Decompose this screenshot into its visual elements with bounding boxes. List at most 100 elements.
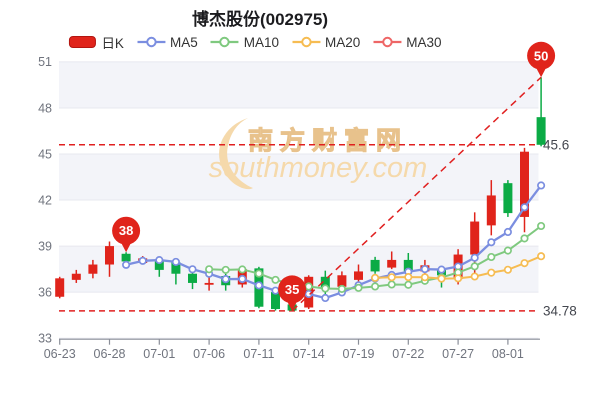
marker-balloon-38: 38 [112,216,141,253]
ma5-marker [122,260,131,269]
ma20-marker [437,274,446,283]
ma10-marker [221,265,230,274]
candle [387,251,397,270]
y-tick-label: 48 [38,101,52,115]
legend-item-ma30[interactable]: MA30 [373,34,442,50]
ma10-marker [371,282,380,291]
marker-label: 50 [534,48,548,63]
ma5-marker [437,265,446,274]
x-tick-label: 06-28 [94,347,126,361]
x-tick-label: 07-06 [193,347,225,361]
ma20-marker [487,268,496,277]
candle [71,269,81,283]
chart-legend: 日K MA5 MA10 MA20 MA30 [68,32,442,52]
candle [520,147,529,233]
marker-balloon-35: 35 [278,275,307,311]
y-tick-label: 45 [38,147,52,161]
x-tick-label: 07-11 [243,347,274,361]
y-axis-labels: 51 48 45 42 39 36 33 [38,55,52,345]
legend-label: MA5 [169,34,198,50]
y-tick-label: 42 [38,193,52,207]
y-tick-label: 36 [38,285,52,299]
legend-item-ma5[interactable]: MA5 [136,34,198,50]
ma10-legend-icon [210,36,239,48]
ma10-marker [404,280,413,289]
legend-item-日k[interactable]: 日K [68,32,124,52]
ma10-marker [537,221,546,231]
ma10-marker [337,284,346,293]
page-title: 博杰股份(002975) [191,10,329,29]
ref-line-label: 45.6 [543,137,569,152]
x-tick-label: 08-01 [492,347,524,361]
marker-label: 35 [285,282,299,297]
candle [204,276,214,291]
ma5-marker [470,253,479,262]
x-tick-label: 07-22 [392,347,424,361]
legend-label: MA30 [406,34,442,50]
ma10-marker [254,269,263,278]
ma5-marker [221,275,230,284]
y-tick-label: 39 [38,239,52,253]
ma30-legend-icon [373,36,402,48]
ma20-marker [470,272,479,281]
x-tick-label: 07-19 [343,347,375,361]
x-tick-label: 07-01 [143,347,175,361]
ma5-marker [271,286,280,295]
y-tick-label: 51 [38,55,52,69]
watermark-logo-icon [219,118,253,190]
candle [486,180,496,236]
candle-legend-icon [68,36,96,48]
x-tick-label: 07-27 [442,347,474,361]
ma10-marker [321,284,330,293]
ma5-marker [238,274,247,283]
candle [503,180,513,217]
watermark-en: southmoney.com [209,152,428,184]
x-tick-label: 07-14 [293,347,325,361]
candle [105,241,114,277]
ma5-marker [487,238,496,247]
ma20-marker [454,274,463,283]
ma10-marker [354,283,363,292]
ma10-marker [503,246,512,255]
watermark-cn: 南方财富网 [248,126,408,155]
ma5-marker [171,257,180,266]
candle [370,256,380,274]
ma5-marker [188,265,197,274]
candle [536,77,546,147]
legend-label: 日K [101,36,124,51]
gridlines [59,61,539,339]
ma5-marker [537,181,546,190]
ma20-marker [371,273,380,282]
legend-item-ma10[interactable]: MA10 [210,34,279,50]
ma20-marker [420,273,429,282]
y-tick-label: 33 [38,332,52,346]
ma10-line [205,221,546,293]
candle [188,272,197,290]
ma10-marker [271,275,280,284]
ma5-marker [155,256,164,265]
ma5-marker [321,293,330,303]
x-tick-label: 06-23 [44,347,76,361]
ma10-marker [470,262,479,271]
ma20-marker [537,252,546,261]
ma5-marker [138,256,147,265]
ma10-marker [387,280,396,289]
ma5-marker [520,203,529,212]
ma10-marker [487,252,496,262]
legend-item-ma20[interactable]: MA20 [292,35,360,50]
ma20-marker [520,259,529,268]
ma10-marker [304,282,313,291]
ref-line-label: 34.78 [543,303,577,318]
ma20-line [371,252,546,283]
trend-dashed-line [291,76,542,312]
x-axis: 06-23 06-28 07-01 07-06 07-11 07-14 07-19 07-22… [44,338,540,361]
legend-label: MA20 [325,34,361,50]
legend-label: MA10 [243,34,279,50]
ma10-marker [205,265,214,274]
marker-balloon-50: 50 [527,41,556,78]
candle [55,276,65,299]
ma5-marker [420,265,429,274]
